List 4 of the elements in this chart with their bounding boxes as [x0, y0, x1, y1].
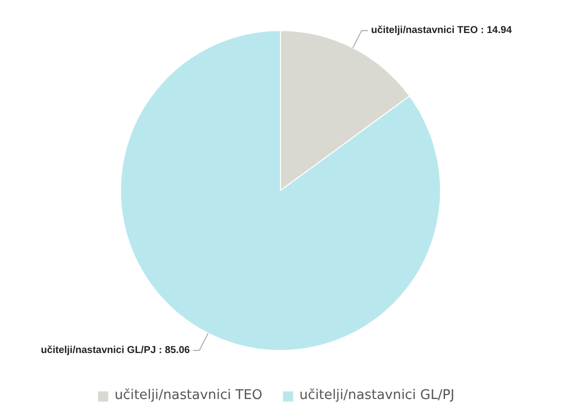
data-label: učitelji/nastavnici TEO : 14.94 — [371, 25, 512, 36]
legend-label: učitelji/nastavnici TEO — [114, 388, 262, 403]
data-label: učitelji/nastavnici GL/PJ : 85.06 — [40, 344, 190, 356]
legend-label: učitelji/nastavnici GL/PJ — [299, 388, 454, 403]
